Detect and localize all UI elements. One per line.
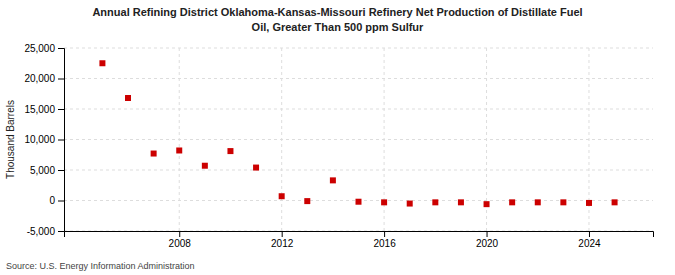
source-note: Source: U.S. Energy Information Administ…	[6, 261, 195, 271]
y-tick-label: 10,000	[24, 134, 55, 145]
point	[227, 148, 233, 154]
x-tick: 2012	[271, 231, 294, 249]
point	[586, 200, 592, 206]
point	[151, 151, 157, 157]
y-tick: 10,000	[24, 134, 64, 145]
point	[279, 193, 285, 199]
point	[125, 95, 131, 101]
y-tick-mark	[58, 170, 64, 171]
x-tick: 2016	[373, 231, 396, 249]
point	[407, 201, 413, 207]
x-tick: 2008	[169, 231, 192, 249]
point	[176, 147, 182, 153]
x-axis: 2008 2012 2016 2020 2024	[65, 231, 654, 249]
x-tick-mark	[589, 231, 590, 237]
x-tick-label: 2008	[169, 238, 192, 249]
y-tick: 0	[49, 195, 64, 206]
grid-line-y	[64, 109, 653, 110]
grid	[64, 48, 653, 231]
title: Annual Refining District Oklahoma-Kansas…	[92, 6, 582, 18]
y-tick-label: 5,000	[30, 165, 55, 176]
point	[99, 60, 105, 66]
grid-line-y	[64, 48, 653, 49]
x-axis-line	[65, 232, 654, 238]
y-tick-mark	[58, 79, 64, 80]
x-tick-mark	[384, 231, 385, 237]
point	[612, 199, 618, 205]
point	[458, 199, 464, 205]
y-tick-label: 0	[49, 195, 55, 206]
y-tick-label: 15,000	[24, 104, 55, 115]
point	[253, 165, 259, 171]
y-tick: -5,000	[27, 226, 64, 237]
chart-container: Annual Refining District Oklahoma-Kansas…	[0, 0, 675, 275]
x-tick-label: 2020	[476, 238, 499, 249]
x-tick-mark	[179, 231, 180, 237]
point	[381, 199, 387, 205]
y-axis-line	[58, 49, 65, 232]
y-tick-label: 25,000	[24, 43, 55, 54]
y-tick: 15,000	[24, 104, 64, 115]
y-tick: 25,000	[24, 43, 64, 54]
point	[509, 199, 515, 205]
y-tick-mark	[58, 48, 64, 49]
subtitle: Oil, Greater Than 500 ppm Sulfur	[252, 21, 424, 33]
grid-line-y	[64, 78, 653, 79]
plot-area: 2008 2012 2016 2020 2024 -5,000 0 5,000 10,000 15…	[24, 43, 653, 249]
x-tick-label: 2016	[373, 238, 396, 249]
y-tick-mark	[58, 201, 64, 202]
point	[484, 201, 490, 207]
point	[560, 199, 566, 205]
y-tick-mark	[58, 109, 64, 110]
point	[202, 163, 208, 169]
y-tick: 20,000	[24, 73, 64, 84]
grid-line-y	[64, 139, 653, 140]
y-tick-label: 20,000	[24, 73, 55, 84]
x-tick-mark	[487, 231, 488, 237]
x-tick: 2024	[578, 231, 601, 249]
y-tick-mark	[58, 231, 64, 232]
y-axis-title: Thousand Barrels	[5, 100, 16, 179]
y-tick-label: -5,000	[27, 226, 56, 237]
point	[304, 198, 310, 204]
x-tick-label: 2012	[271, 238, 294, 249]
points	[99, 60, 617, 207]
x-tick-label: 2024	[578, 238, 601, 249]
point	[356, 199, 362, 205]
y-axis: -5,000 0 5,000 10,000 15,000 20,000 25,000	[24, 43, 64, 237]
x-tick: 2020	[476, 231, 499, 249]
grid-line-y	[64, 170, 653, 171]
point	[432, 199, 438, 205]
chart-svg: Annual Refining District Oklahoma-Kansas…	[0, 0, 675, 275]
point	[535, 199, 541, 205]
x-tick-mark	[282, 231, 283, 237]
point	[330, 177, 336, 183]
y-tick: 5,000	[30, 165, 64, 176]
y-tick-mark	[58, 140, 64, 141]
